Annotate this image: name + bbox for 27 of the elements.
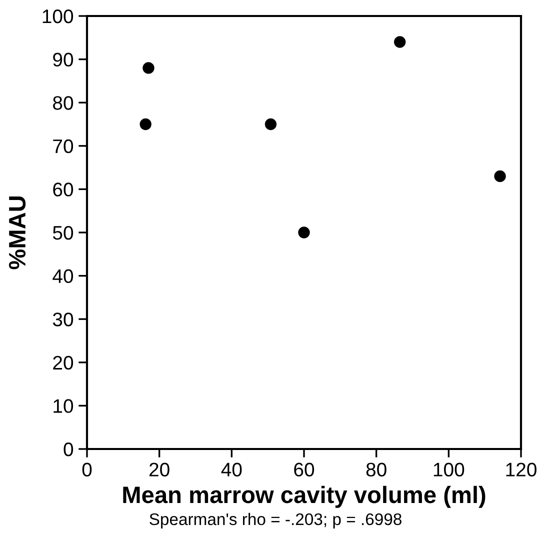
point [494,170,506,182]
y-tick-label: 70 [53,139,74,154]
y-tick-label: 30 [52,312,74,326]
x-tick-label: 20 [150,462,170,476]
y-tick-label: 60 [53,182,74,196]
x-tick-label: 0 [82,462,92,476]
point [264,118,277,130]
point [298,226,310,238]
x-tick-label: 40 [221,462,242,476]
y-tick-label: 100 [42,9,74,24]
point [142,62,154,74]
y-tick-label: 20 [53,356,74,370]
y-tick-label: 0 [64,442,74,456]
y-tick-label: 80 [53,96,74,110]
x-tick-label: 120 [506,462,536,476]
point [140,118,152,130]
y-tick-label: 40 [52,269,74,284]
text: Spearman's rho = -.203; p = .6998 [150,512,402,528]
x-tick-label: 80 [366,462,386,476]
y-axis-title: %MAU [8,196,26,270]
x-axis-title: Mean marrow cavity volume (ml) [123,486,486,508]
point [394,36,406,48]
x-tick-label: 60 [294,462,314,476]
y-tick-label: 90 [53,52,74,67]
y-tick-label: 10 [54,399,74,413]
x-tick-label: 100 [434,462,464,476]
y-tick-label: 50 [52,226,74,240]
